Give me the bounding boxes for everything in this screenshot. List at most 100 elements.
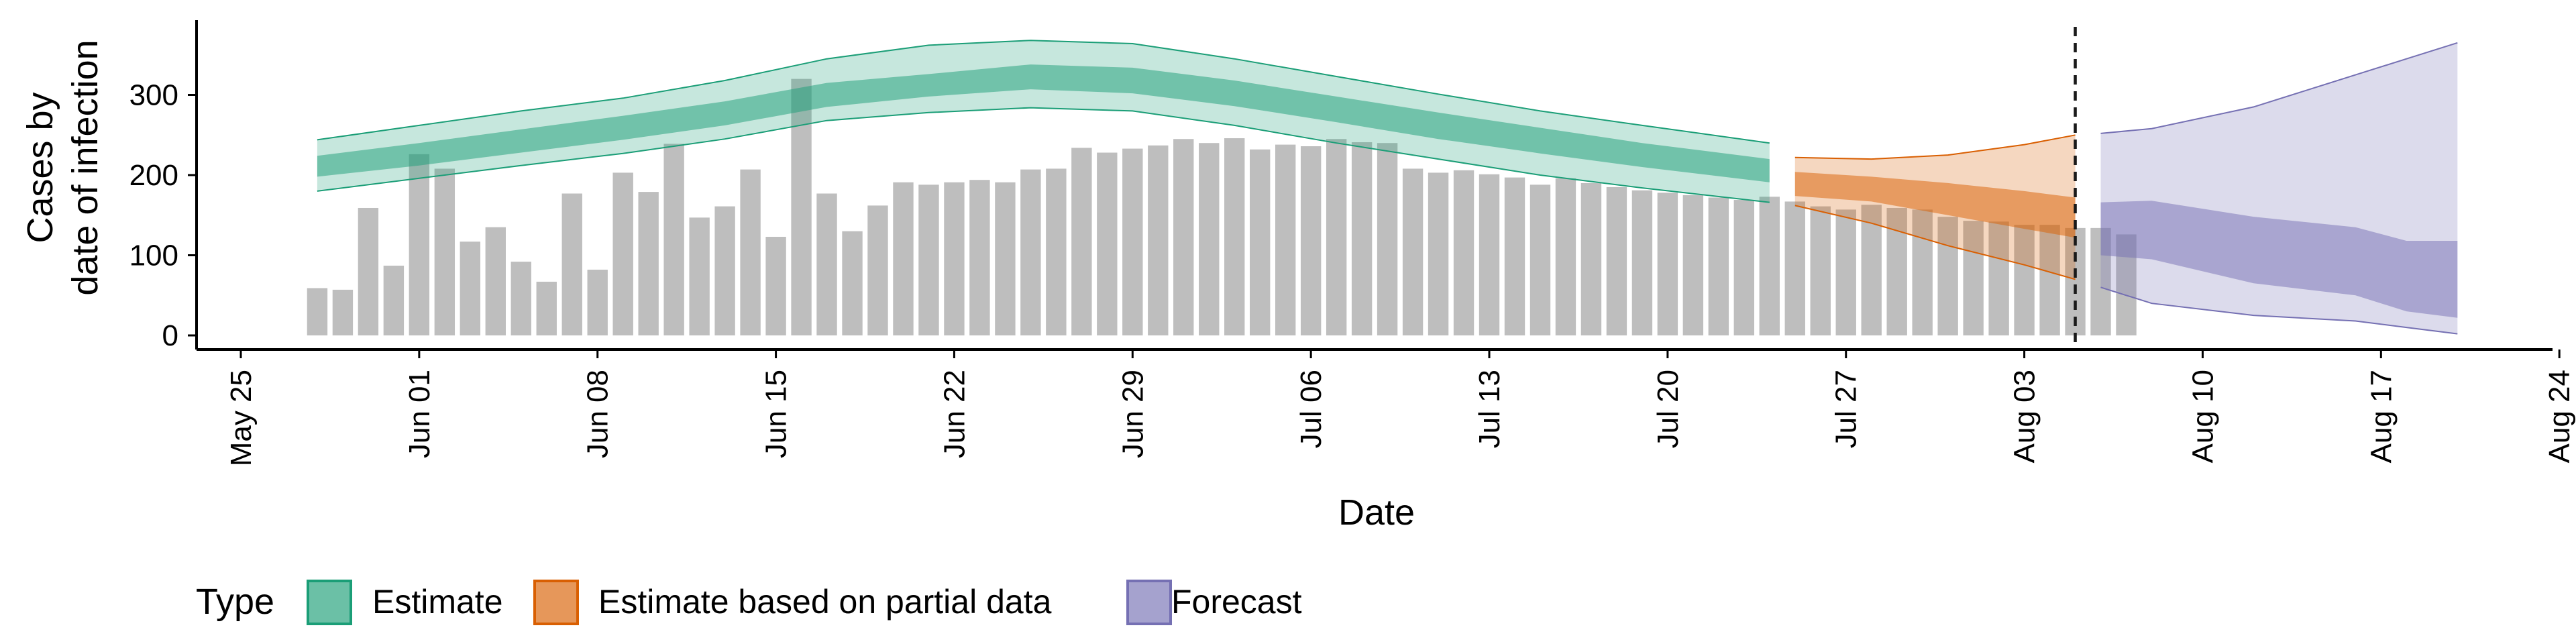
y-axis-title-line1: Cases by [20, 92, 60, 243]
case-bar [816, 193, 837, 335]
case-bar [1428, 172, 1449, 335]
x-tick-label: Jun 22 [938, 370, 971, 458]
x-tick-label: Aug 03 [2008, 370, 2041, 463]
case-bar [791, 78, 812, 335]
x-tick-label: May 25 [225, 370, 258, 466]
estimate-series [317, 40, 1770, 203]
axes [195, 20, 2553, 351]
estimate-90-band [317, 40, 1770, 203]
case-bar [1377, 143, 1398, 335]
case-bar [1148, 145, 1169, 335]
case-bar [1963, 221, 1984, 335]
legend-label-partial: Estimate based on partial data [598, 583, 1052, 621]
partial-estimate-lower-90-line [1794, 205, 2076, 280]
x-tick-label: Aug 24 [2543, 370, 2576, 463]
reported-cases-bars [307, 78, 2137, 336]
case-bar [995, 182, 1016, 335]
case-bar [1784, 201, 1805, 335]
case-bar [1631, 190, 1653, 335]
legend-label-estimate: Estimate [372, 583, 503, 621]
case-bar [511, 262, 531, 335]
case-bar [1759, 197, 1780, 335]
case-bar [1122, 148, 1143, 335]
estimate-50-band [317, 64, 1770, 182]
case-bar [1988, 221, 2009, 335]
x-tick-label: Jul 13 [1473, 370, 1506, 448]
case-bar [485, 227, 506, 335]
case-bar [714, 206, 735, 335]
case-bar [1580, 182, 1602, 335]
case-bar [944, 182, 965, 335]
partial-estimate-series [1794, 134, 2076, 280]
case-bar [1657, 193, 1678, 335]
case-bar [1835, 209, 1856, 335]
x-tick-label: Jun 15 [760, 370, 793, 458]
case-bar [689, 217, 710, 335]
case-bar [1173, 139, 1194, 335]
case-bar [536, 281, 557, 335]
estimate-upper-90-line [317, 40, 1770, 144]
y-tick-label: 100 [129, 239, 178, 272]
case-bar [2014, 225, 2035, 335]
case-bar [383, 266, 405, 335]
case-bar [1250, 149, 1271, 335]
case-bar [434, 168, 455, 335]
forecast-series [2100, 42, 2458, 335]
case-bar [1300, 146, 1322, 336]
case-bar [918, 184, 939, 335]
case-bar [765, 237, 786, 335]
case-bar [2039, 225, 2060, 335]
case-bar [587, 270, 608, 335]
y-tick-label: 0 [162, 319, 178, 352]
estimate-bands [317, 40, 2458, 335]
x-tick-label: Jun 29 [1116, 370, 1149, 458]
case-bar [1708, 197, 1729, 335]
case-bar [307, 288, 328, 335]
case-bar [1479, 174, 1500, 335]
legend-key-partial [533, 580, 579, 625]
case-bar [1071, 148, 1092, 335]
case-bar [1606, 186, 1627, 335]
case-bar [638, 192, 659, 335]
case-bar [1937, 217, 1958, 335]
legend-title: Type [196, 582, 274, 622]
x-tick-label: Jun 08 [582, 370, 614, 458]
x-tick-label: Jul 27 [1830, 370, 1863, 448]
case-bar [893, 182, 914, 335]
forecast-lower-90-line [2100, 286, 2458, 335]
x-tick-label: Aug 10 [2186, 370, 2219, 463]
x-tick-label: Aug 17 [2365, 370, 2398, 463]
legend: Type Estimate Estimate based on partial … [196, 580, 1302, 625]
y-ticks: 0 100 200 300 [129, 79, 197, 352]
x-tick-label: Jul 20 [1652, 370, 1684, 448]
y-tick-label: 300 [129, 79, 178, 112]
case-bar [1861, 205, 1882, 335]
forecast-upper-90-line [2100, 42, 2458, 134]
y-tick-label: 200 [129, 159, 178, 192]
x-ticks: May 25 Jun 01 Jun 08 Jun 15 Jun 22 Jun 29 Jul … [225, 350, 2576, 466]
case-bar [1682, 195, 1704, 335]
case-bar [740, 169, 761, 335]
case-bar [1046, 168, 1067, 335]
case-bar [867, 205, 888, 335]
case-bar [1275, 144, 1296, 335]
case-bar [1020, 169, 1041, 335]
case-bar [969, 180, 990, 335]
case-bar [1453, 170, 1474, 335]
partial-estimate-50-band [1794, 172, 2076, 238]
case-bar [663, 144, 684, 335]
case-bar [561, 193, 582, 335]
legend-label-forecast: Forecast [1171, 583, 1302, 621]
legend-key-forecast [1126, 580, 1172, 625]
case-bar [1529, 184, 1551, 335]
case-bar [1199, 143, 1220, 335]
legend-key-estimate [307, 580, 352, 625]
case-bar [1402, 168, 1424, 335]
case-bar [1810, 206, 1831, 335]
case-bar [1224, 138, 1245, 335]
case-bar [1733, 200, 1755, 335]
case-bar [1326, 139, 1347, 335]
case-bar [1351, 142, 1373, 335]
case-bar [1097, 152, 1118, 336]
